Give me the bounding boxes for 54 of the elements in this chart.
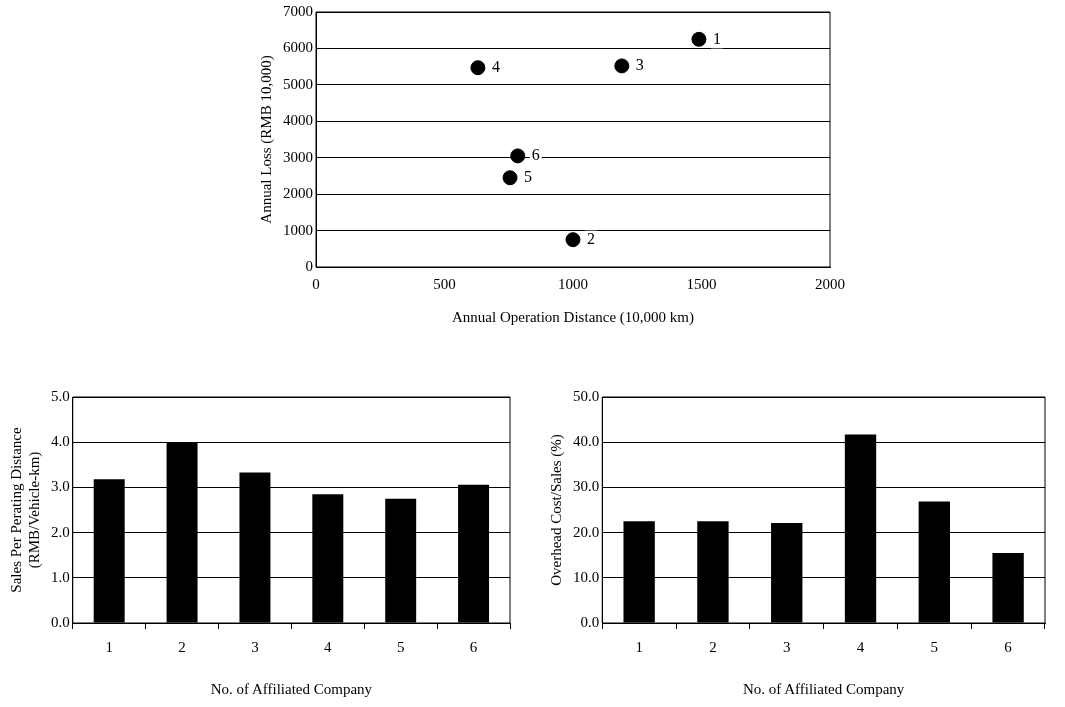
- annotation: 6: [531, 146, 540, 164]
- annotation: 3: [635, 56, 644, 74]
- y-tick-label: 6000: [283, 39, 313, 56]
- y-tick-label: 30.0: [573, 478, 600, 495]
- y-tick-label: 20.0: [573, 523, 600, 540]
- y-axis-title: Sales Per Perating Distance (RMB/Vehicle-km): [7, 426, 43, 593]
- y-tick-label: 0: [305, 257, 313, 274]
- y-tick-label: 2.0: [51, 523, 70, 540]
- y-axis-title: Overhead Cost/Sales (%): [547, 434, 565, 586]
- point: [691, 31, 707, 47]
- y-tick-label: 50.0: [573, 387, 600, 404]
- point: [502, 170, 518, 186]
- x-tick-label: 2: [709, 638, 717, 655]
- x-axis-title: Annual Operation Distance (10,000 km): [451, 308, 695, 326]
- x-tick-label: 500: [433, 275, 456, 292]
- annotation: 1: [712, 29, 721, 47]
- y-tick-label: 0.0: [51, 613, 70, 630]
- x-tick-label: 2000: [815, 275, 845, 292]
- x-tick-label: 4: [856, 638, 865, 655]
- y-tick-label: 5000: [283, 75, 313, 92]
- x-axis-title: No. of Affiliated Company: [742, 680, 905, 697]
- x-tick-label: 4: [324, 638, 333, 655]
- x-tick-label: 1000: [558, 275, 588, 292]
- point: [470, 60, 486, 76]
- y-tick-label: 10.0: [573, 568, 600, 585]
- y-tick-label: 3.0: [51, 478, 70, 495]
- point: [614, 58, 630, 74]
- annotation: 5: [524, 167, 533, 185]
- x-axis-title: No. of Affiliated Company: [210, 680, 373, 697]
- point: [510, 148, 526, 164]
- y-tick-label: 4.0: [51, 433, 70, 450]
- point: [565, 232, 581, 248]
- y-tick-label: 4000: [283, 112, 313, 129]
- annotation: 4: [491, 57, 500, 75]
- y-tick-label: 0.0: [580, 613, 600, 630]
- x-tick-label: 1: [105, 638, 113, 655]
- y-tick-label: 7000: [283, 2, 313, 19]
- y-tick-label: 3000: [283, 148, 313, 165]
- x-tick-label: 1500: [686, 275, 717, 292]
- y-tick-label: 1000: [283, 221, 313, 238]
- x-tick-label: 6: [469, 638, 478, 655]
- x-tick-label: 3: [782, 638, 791, 655]
- y-tick-label: 5.0: [51, 387, 70, 404]
- x-tick-label: 6: [1004, 638, 1013, 655]
- y-tick-label: 2000: [283, 185, 313, 202]
- x-tick-label: 5: [930, 638, 939, 655]
- x-tick-label: 3: [251, 638, 259, 655]
- x-tick-label: 5: [396, 638, 405, 655]
- x-tick-label: 1: [635, 638, 643, 655]
- annotation: 2: [587, 229, 595, 247]
- y-axis-title: Annual Loss (RMB 10,000): [257, 55, 275, 224]
- y-tick-label: 1.0: [51, 568, 70, 585]
- y-tick-label: 40.0: [573, 433, 600, 450]
- x-tick-label: 2: [178, 638, 186, 655]
